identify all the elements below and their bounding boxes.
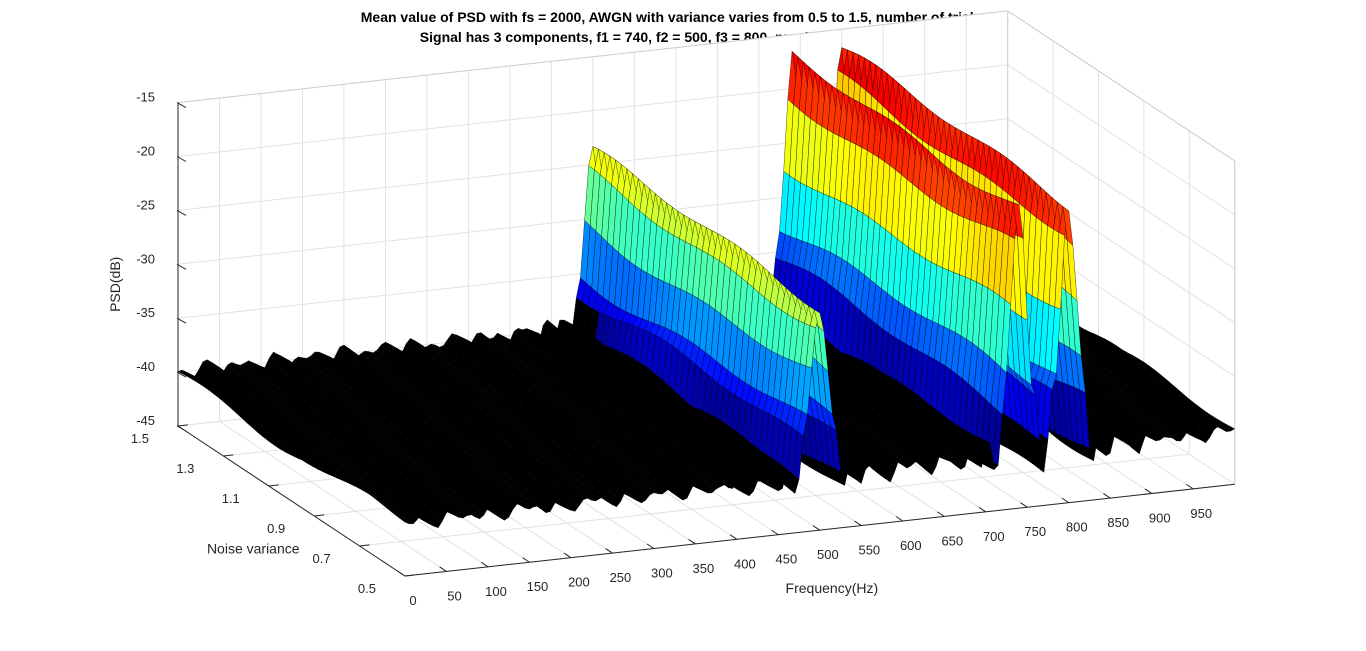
floor-grid-x bbox=[219, 420, 447, 572]
side-grid-z bbox=[1007, 64, 1235, 216]
floor-grid-y bbox=[359, 453, 1190, 547]
chart-title-line-1: Mean value of PSD with fs = 2000, AWGN w… bbox=[360, 9, 1006, 25]
side-grid-z bbox=[1007, 118, 1235, 270]
box-edge bbox=[177, 10, 1008, 104]
box-edge bbox=[1007, 10, 1235, 162]
psd-surface bbox=[177, 47, 1236, 529]
